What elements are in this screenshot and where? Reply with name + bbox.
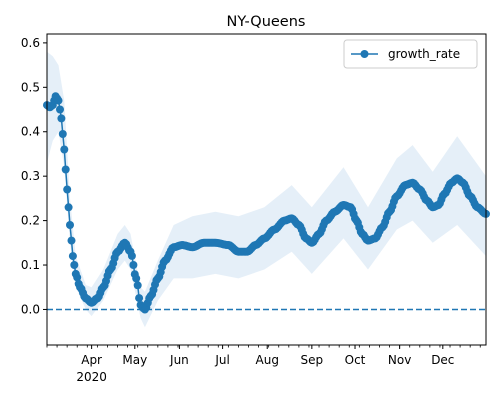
legend-marker [360, 50, 369, 58]
data-point [70, 261, 79, 269]
y-tick-label: 0.6 [21, 36, 40, 50]
legend-label-growth-rate: growth_rate [388, 47, 460, 61]
data-point [129, 261, 138, 269]
data-point [57, 114, 66, 123]
x-tick-label: Nov [388, 353, 411, 367]
y-tick-label: 0.3 [21, 169, 40, 183]
x-tick-label: Sep [301, 353, 324, 367]
data-point [58, 130, 67, 138]
legend: growth_rate [343, 39, 478, 69]
data-point [66, 221, 74, 229]
x-tick-label: Oct [345, 353, 366, 367]
data-point [73, 273, 82, 282]
data-point [127, 251, 136, 260]
data-point [54, 96, 63, 105]
data-point [63, 185, 72, 194]
y-tick-label: 0.4 [21, 125, 40, 139]
legend-frame [343, 39, 478, 69]
axes: 0.0 0.1 0.2 0.3 0.4 0.5 0.6 Apr 2020 May Jun Jul Aug… [21, 33, 487, 384]
y-tick-label: 0.1 [21, 258, 40, 272]
x-tick-label: Apr [81, 353, 102, 367]
x-tick-label: Aug [256, 353, 279, 367]
data-point [56, 105, 64, 114]
y-tick-label: 0.5 [21, 80, 40, 94]
data-point [132, 274, 141, 283]
x-tick-year-label: 2020 [76, 370, 107, 384]
data-point [67, 236, 76, 245]
x-tick-label: Dec [431, 353, 454, 367]
chart-title: NY-Queens [227, 14, 306, 30]
data-point [64, 203, 73, 212]
y-tick-label: 0.2 [21, 214, 40, 228]
plot-area [43, 51, 490, 328]
plot-frame [46, 33, 487, 346]
data-point [60, 145, 69, 154]
data-point [68, 252, 77, 261]
x-tick-label: Jun [169, 353, 189, 367]
data-point [135, 294, 144, 303]
x-tick-label: Jul [214, 353, 229, 367]
x-tick-label: May [122, 353, 147, 367]
data-point [61, 165, 70, 174]
y-tick-label: 0.0 [21, 302, 40, 316]
data-point [133, 281, 142, 290]
